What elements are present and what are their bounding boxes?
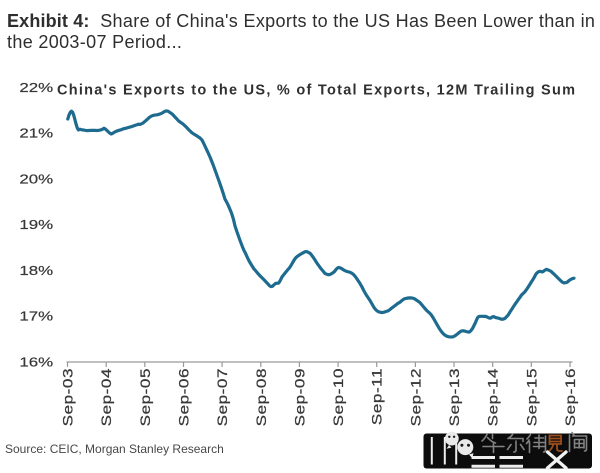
svg-text:Sep-16: Sep-16 — [563, 368, 578, 426]
svg-text:Sep-11: Sep-11 — [370, 368, 385, 425]
svg-text:Source: CEIC, Morgan Stanley R: Source: CEIC, Morgan Stanley Research — [5, 442, 224, 456]
svg-text:18%: 18% — [19, 264, 53, 279]
svg-text:16%: 16% — [19, 355, 53, 370]
svg-text:19%: 19% — [19, 218, 53, 233]
svg-text:Sep-05: Sep-05 — [138, 368, 153, 426]
svg-text:Sep-15: Sep-15 — [525, 368, 540, 426]
svg-text:Sep-13: Sep-13 — [447, 368, 462, 426]
svg-text:21%: 21% — [19, 126, 53, 141]
svg-text:Sep-14: Sep-14 — [486, 368, 501, 426]
svg-text:Sep-12: Sep-12 — [409, 368, 424, 426]
svg-text:22%: 22% — [19, 81, 53, 96]
svg-text:Sep-08: Sep-08 — [254, 368, 269, 426]
svg-text:Sep-10: Sep-10 — [331, 368, 346, 426]
svg-text:China's Exports to the US, % o: China's Exports to the US, % of Total Ex… — [57, 82, 575, 98]
svg-text:17%: 17% — [19, 309, 53, 324]
svg-text:Sep-09: Sep-09 — [293, 368, 308, 426]
svg-text:20%: 20% — [19, 172, 53, 187]
svg-text:Sep-04: Sep-04 — [100, 368, 115, 426]
svg-text:Sep-03: Sep-03 — [61, 368, 76, 426]
svg-text:Sep-07: Sep-07 — [215, 368, 230, 426]
svg-text:Sep-06: Sep-06 — [177, 368, 192, 426]
